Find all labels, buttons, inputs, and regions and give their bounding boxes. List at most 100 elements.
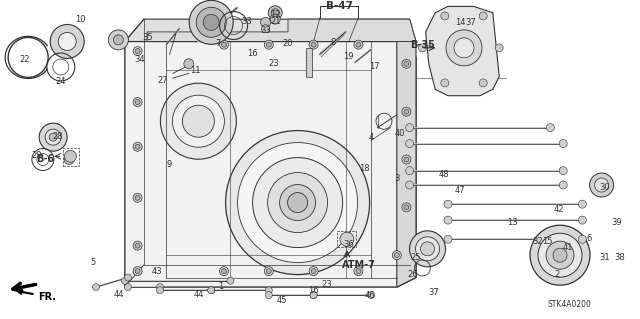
Circle shape <box>579 200 586 208</box>
Circle shape <box>108 30 129 50</box>
Circle shape <box>221 269 227 274</box>
Circle shape <box>122 277 128 284</box>
Text: 15: 15 <box>542 237 552 246</box>
Circle shape <box>196 7 226 37</box>
Circle shape <box>266 292 272 299</box>
Circle shape <box>559 139 567 148</box>
Circle shape <box>444 235 452 243</box>
Circle shape <box>579 216 586 224</box>
Text: 10: 10 <box>75 15 85 24</box>
Circle shape <box>454 38 474 58</box>
Polygon shape <box>426 6 499 96</box>
Circle shape <box>135 48 140 54</box>
Text: 40: 40 <box>395 129 405 137</box>
Circle shape <box>157 287 163 294</box>
Circle shape <box>125 274 131 281</box>
Circle shape <box>135 195 140 200</box>
Circle shape <box>406 139 413 148</box>
Circle shape <box>402 155 411 164</box>
Circle shape <box>184 59 194 69</box>
Circle shape <box>415 237 440 261</box>
Text: 11: 11 <box>190 66 200 75</box>
Circle shape <box>135 100 140 105</box>
Circle shape <box>266 269 271 274</box>
Text: 39: 39 <box>611 218 621 227</box>
Circle shape <box>264 40 273 49</box>
Circle shape <box>394 253 399 258</box>
Circle shape <box>553 248 567 262</box>
Bar <box>337 231 356 247</box>
Text: 27: 27 <box>158 76 168 85</box>
Circle shape <box>495 44 503 52</box>
Text: 28: 28 <box>52 132 63 141</box>
Text: 48: 48 <box>438 170 449 179</box>
Circle shape <box>441 79 449 87</box>
Text: 16: 16 <box>308 286 319 295</box>
Circle shape <box>595 178 609 192</box>
Polygon shape <box>125 41 416 287</box>
Circle shape <box>392 251 401 260</box>
Circle shape <box>406 167 413 175</box>
Circle shape <box>260 17 271 27</box>
Circle shape <box>268 173 328 233</box>
Circle shape <box>39 123 67 151</box>
Polygon shape <box>397 41 416 287</box>
Text: FR.: FR. <box>18 290 56 302</box>
Circle shape <box>182 105 214 137</box>
Text: 30: 30 <box>600 183 610 192</box>
Text: 44: 44 <box>193 290 204 299</box>
Text: 4: 4 <box>369 133 374 142</box>
Circle shape <box>559 181 567 189</box>
Circle shape <box>419 44 426 52</box>
Circle shape <box>354 40 363 49</box>
Text: 25: 25 <box>411 253 421 262</box>
Circle shape <box>404 61 409 66</box>
Text: 14: 14 <box>456 19 466 27</box>
Text: 21: 21 <box>270 17 280 26</box>
Circle shape <box>356 269 361 274</box>
Circle shape <box>221 42 227 47</box>
Text: 45: 45 <box>276 296 287 305</box>
Bar <box>306 48 312 77</box>
Text: 5: 5 <box>90 258 95 267</box>
Text: 32: 32 <box>532 237 543 246</box>
Circle shape <box>113 35 124 45</box>
Text: 38: 38 <box>614 253 625 262</box>
Circle shape <box>404 157 409 162</box>
Circle shape <box>172 95 225 147</box>
Circle shape <box>264 267 273 276</box>
Polygon shape <box>147 19 416 41</box>
Circle shape <box>402 59 411 68</box>
Circle shape <box>133 241 142 250</box>
Text: ATM-7: ATM-7 <box>342 260 375 270</box>
Circle shape <box>538 233 582 277</box>
Circle shape <box>402 203 411 212</box>
Circle shape <box>135 269 140 274</box>
Circle shape <box>309 40 318 49</box>
Circle shape <box>133 267 142 276</box>
Text: 26: 26 <box>408 271 418 279</box>
Circle shape <box>579 235 586 243</box>
Circle shape <box>410 231 445 267</box>
Circle shape <box>268 6 282 20</box>
Circle shape <box>404 205 409 210</box>
Circle shape <box>125 284 131 291</box>
Circle shape <box>280 185 316 220</box>
Circle shape <box>402 107 411 116</box>
Text: 20: 20 <box>283 39 293 48</box>
Text: 24: 24 <box>56 78 66 86</box>
Text: 7: 7 <box>215 39 220 48</box>
Text: 17: 17 <box>369 62 380 70</box>
Circle shape <box>406 123 413 132</box>
Circle shape <box>226 130 370 275</box>
Text: 12: 12 <box>270 10 280 19</box>
Circle shape <box>161 83 236 159</box>
Circle shape <box>479 12 487 20</box>
Circle shape <box>204 14 219 30</box>
Circle shape <box>368 292 374 299</box>
Text: 47: 47 <box>454 186 465 195</box>
Text: 36: 36 <box>344 240 354 249</box>
Circle shape <box>220 267 228 276</box>
Circle shape <box>208 287 214 294</box>
Text: 18: 18 <box>360 164 370 173</box>
